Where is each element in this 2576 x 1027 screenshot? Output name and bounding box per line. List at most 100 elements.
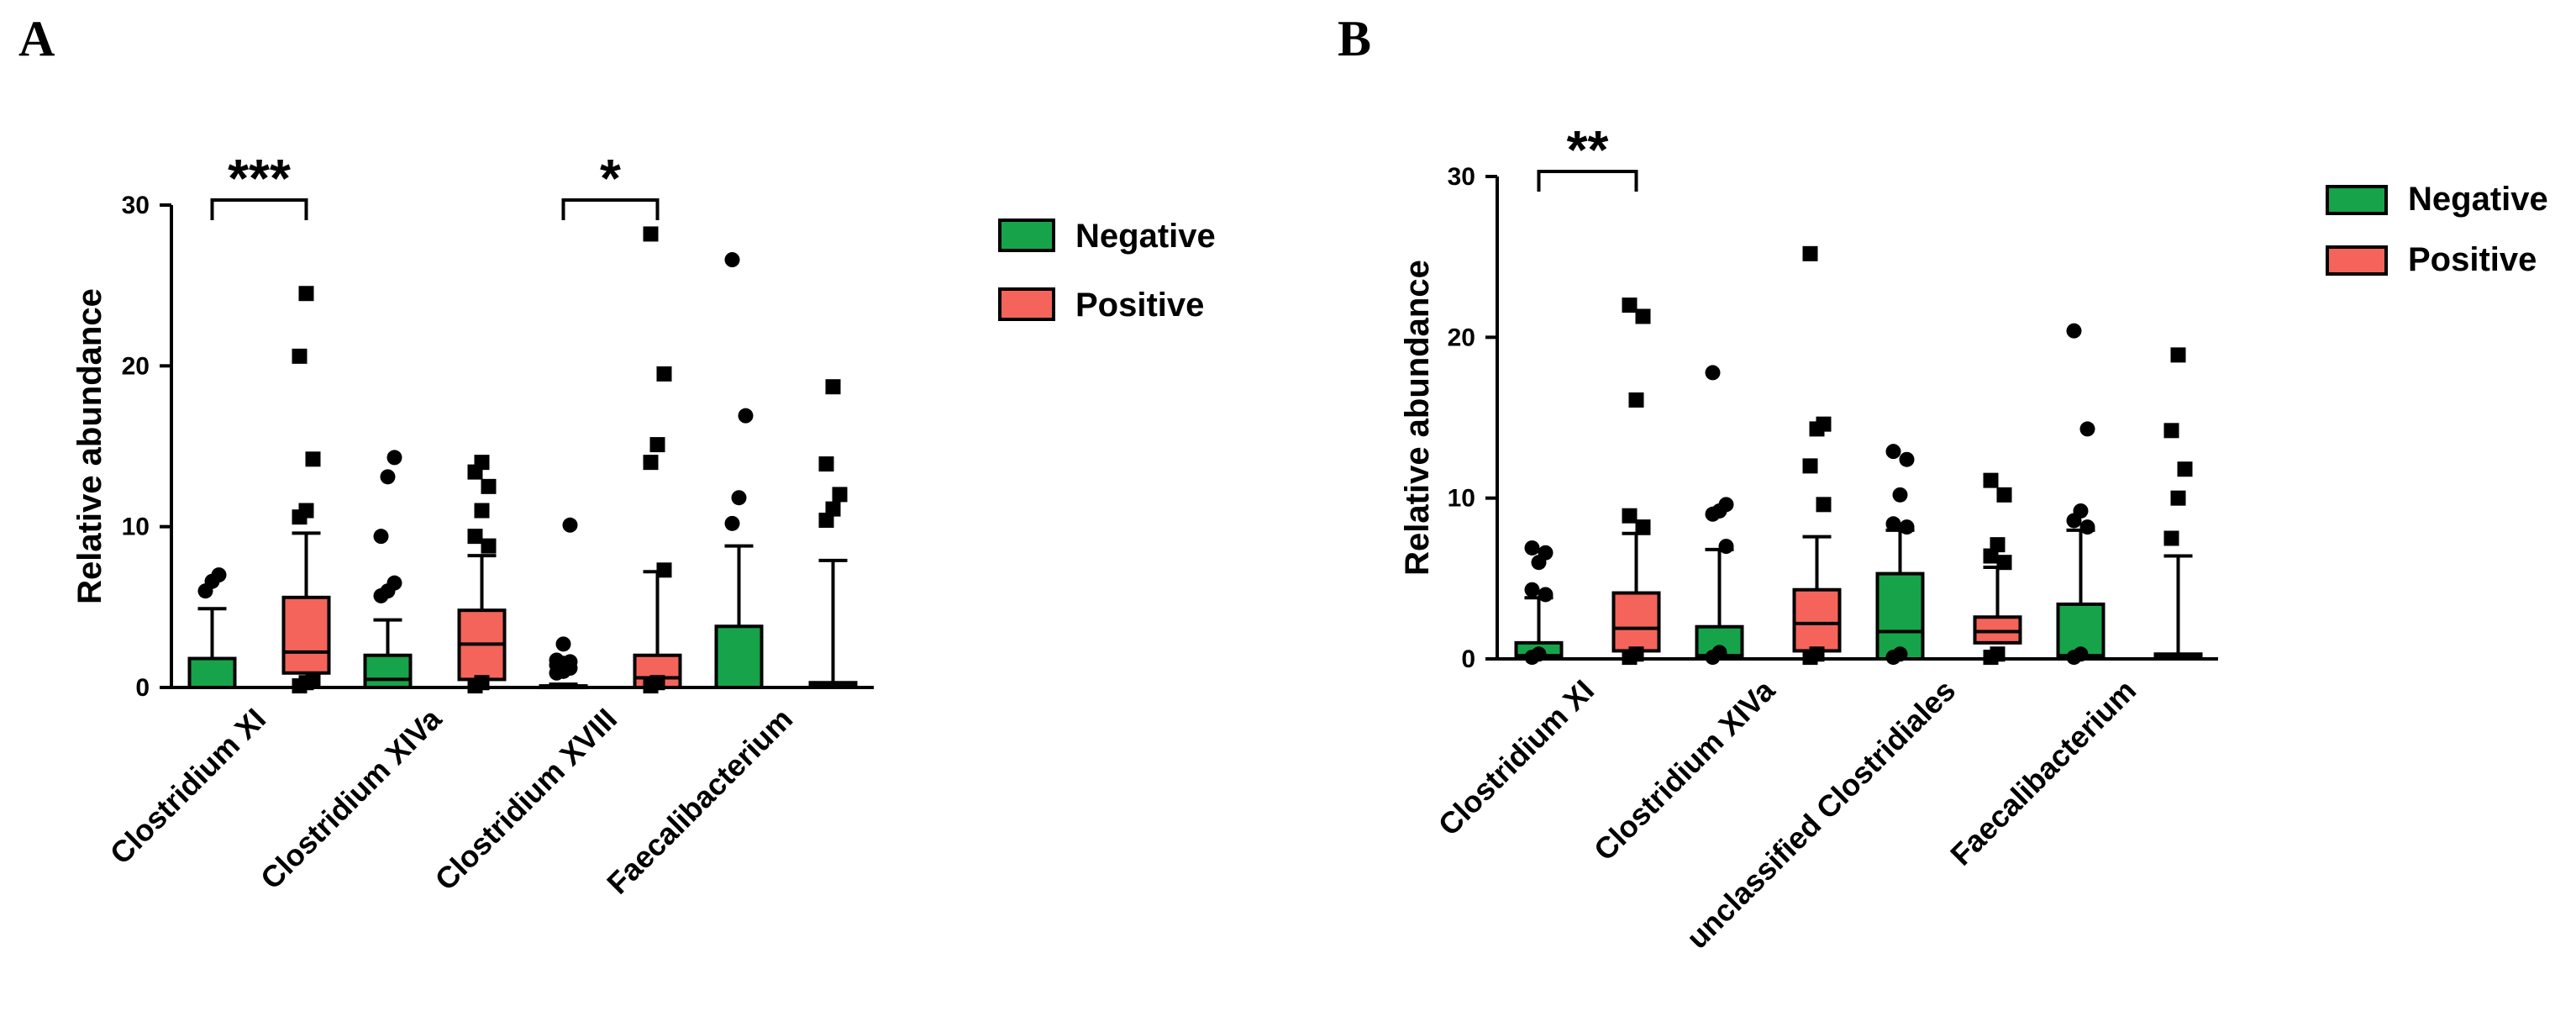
y-tick-label: 0 xyxy=(1461,645,1475,673)
outlier-point xyxy=(1524,540,1540,556)
outlier-point xyxy=(1983,472,1999,488)
outlier-point xyxy=(1622,508,1638,524)
outlier-point xyxy=(386,450,402,466)
outlier-point xyxy=(1635,308,1651,324)
outlier-point xyxy=(1809,646,1825,662)
legend-swatch xyxy=(2326,185,2388,215)
box-body xyxy=(1792,587,1842,653)
outlier-point xyxy=(1705,365,1721,381)
outlier-point xyxy=(1885,444,1901,460)
legend-label: Positive xyxy=(1075,287,1204,324)
outlier-point xyxy=(1899,451,1915,467)
outlier-point xyxy=(292,348,308,364)
x-category-label: Clostridium XI xyxy=(1432,673,1601,843)
outlier-point xyxy=(1628,646,1644,662)
x-category-label: Faecalibacterium xyxy=(1943,673,2142,872)
outlier-point xyxy=(1816,497,1832,513)
outlier-point xyxy=(1996,555,2012,571)
significance-stars: *** xyxy=(228,148,291,208)
outlier-point xyxy=(656,562,672,578)
outlier-point xyxy=(1996,487,2012,503)
outlier-point xyxy=(305,451,321,467)
y-axis-label: Relative abundance xyxy=(71,288,108,604)
y-tick-label: 0 xyxy=(135,674,150,702)
outlier-point xyxy=(1899,519,1915,535)
outlier-point xyxy=(2079,421,2095,437)
legend-swatch xyxy=(998,287,1055,321)
outlier-point xyxy=(474,503,490,519)
significance-bracket xyxy=(1537,170,1638,192)
outlier-point xyxy=(656,366,672,382)
y-tick-label: 30 xyxy=(1448,163,1475,191)
legend-swatch xyxy=(2326,245,2388,276)
outlier-point xyxy=(825,379,841,395)
outlier-point xyxy=(643,226,659,242)
box-body xyxy=(281,595,331,675)
outlier-point xyxy=(649,437,665,453)
x-category-label: Faecalibacterium xyxy=(600,702,799,901)
outlier-point xyxy=(380,469,396,485)
outlier-point xyxy=(305,672,321,687)
outlier-point xyxy=(1892,487,1908,503)
chart-panel-b: 0 10 20 30 Relative abundance Clostridium XIC… xyxy=(1399,119,2548,956)
legend-label: Negative xyxy=(2408,181,2548,218)
outlier-point xyxy=(2163,423,2179,439)
outlier-point xyxy=(2163,530,2179,546)
outlier-point xyxy=(1816,416,1832,432)
outlier-point xyxy=(1802,458,1818,474)
outlier-point xyxy=(2066,323,2082,339)
box-body xyxy=(187,656,237,689)
outlier-point xyxy=(2073,503,2089,519)
outlier-point xyxy=(1531,646,1547,662)
outlier-point xyxy=(481,478,497,494)
outlier-point xyxy=(1628,392,1644,408)
outlier-point xyxy=(562,654,578,670)
outlier-point xyxy=(738,408,754,424)
x-category-label: Clostridium XIVa xyxy=(254,701,449,896)
outlier-point xyxy=(2170,347,2186,363)
legend-label: Negative xyxy=(1075,218,1216,255)
outlier-point xyxy=(1802,245,1818,261)
outlier-point xyxy=(386,575,402,591)
outlier-point xyxy=(1718,497,1734,513)
panel-letter-b: B xyxy=(1338,11,1372,66)
panel-letter-a: A xyxy=(18,11,55,66)
outlier-point xyxy=(1892,646,1908,662)
outlier-point xyxy=(649,675,665,691)
outlier-point xyxy=(724,515,740,531)
outlier-point xyxy=(298,286,314,302)
legend-label: Positive xyxy=(2408,241,2537,278)
outlier-point xyxy=(467,529,483,545)
y-tick-label: 20 xyxy=(1448,324,1475,351)
y-tick-label: 10 xyxy=(122,514,150,541)
outlier-point xyxy=(2177,461,2193,477)
y-axis-label: Relative abundance xyxy=(1399,260,1436,576)
x-category-label: Clostridium XVIII xyxy=(428,702,623,898)
outlier-point xyxy=(562,517,578,533)
outlier-point xyxy=(555,636,571,652)
y-tick-label: 30 xyxy=(122,192,150,219)
outlier-point xyxy=(1990,537,2006,553)
significance-bracket xyxy=(561,198,660,220)
box-body xyxy=(714,624,764,689)
outlier-point xyxy=(549,652,565,668)
outlier-point xyxy=(1622,298,1638,313)
outlier-point xyxy=(298,503,314,519)
outlier-point xyxy=(825,501,841,517)
y-tick-label: 10 xyxy=(1448,485,1475,513)
outlier-point xyxy=(1885,516,1901,532)
outlier-point xyxy=(474,675,490,691)
outlier-point xyxy=(2170,490,2186,506)
outlier-point xyxy=(1990,646,2006,662)
outlier-point xyxy=(1635,519,1651,535)
outlier-point xyxy=(2073,646,2089,662)
x-category-label: Clostridium XIVa xyxy=(1587,672,1782,867)
outlier-point xyxy=(481,538,497,554)
outlier-point xyxy=(1538,545,1553,561)
outlier-point xyxy=(373,529,389,545)
outlier-point xyxy=(724,252,740,268)
box-body xyxy=(1875,571,1925,661)
outlier-point xyxy=(832,487,848,503)
